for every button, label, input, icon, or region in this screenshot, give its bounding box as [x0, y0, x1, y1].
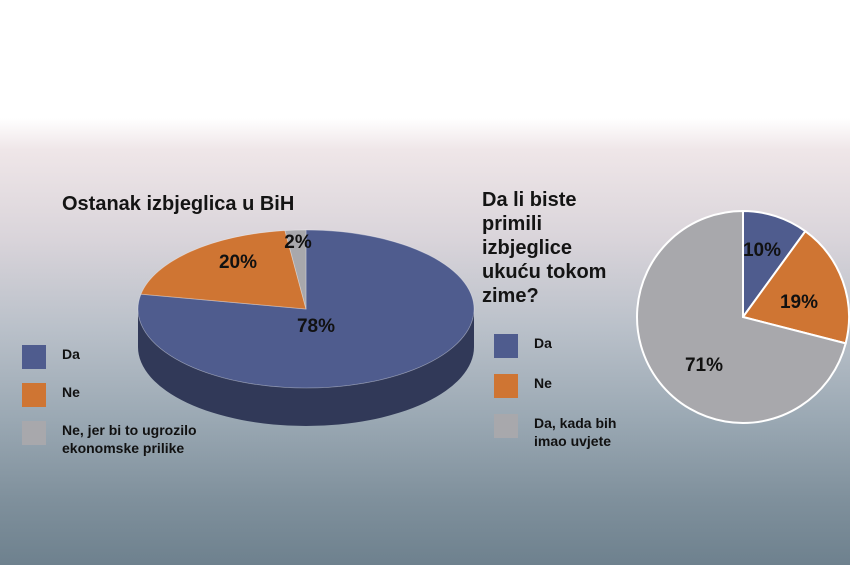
- pie-label: 78%: [297, 316, 335, 337]
- pie-label: 2%: [284, 232, 312, 253]
- pie-slice: [741, 229, 850, 345]
- pie-label: 19%: [780, 292, 818, 313]
- pie-slice: [284, 229, 307, 310]
- chart2-title: Da li biste primili izbjeglice ukuću tok…: [482, 189, 607, 307]
- pie-slice: [137, 229, 475, 389]
- legend-swatch: [494, 414, 518, 438]
- legend-label: Da, kada bih imao uvjete: [534, 415, 617, 449]
- legend-item: Da: [22, 345, 222, 369]
- legend-swatch: [494, 374, 518, 398]
- pie-slice: [140, 230, 307, 310]
- legend-item: Ne, jer bi to ugrozilo ekonomske prilike: [22, 421, 212, 457]
- legend-label: Da: [534, 335, 552, 351]
- chart1-title: Ostanak izbjeglica u BiH: [62, 193, 295, 215]
- pie-side: [138, 309, 474, 426]
- legend-label: Ne: [62, 384, 80, 400]
- legend-item: Ne: [494, 374, 694, 398]
- pie-label: 10%: [743, 240, 781, 261]
- legend-item: Ne: [22, 383, 222, 407]
- pie-slice: [636, 209, 847, 424]
- legend-swatch: [494, 334, 518, 358]
- pie-label: 71%: [685, 355, 723, 376]
- legend-item: Da: [494, 334, 694, 358]
- legend-label: Ne, jer bi to ugrozilo ekonomske prilike: [62, 422, 197, 456]
- legend-label: Da: [62, 346, 80, 362]
- legend-swatch: [22, 345, 46, 369]
- legend-label: Ne: [534, 375, 552, 391]
- legend-swatch: [22, 383, 46, 407]
- pie-label: 20%: [219, 252, 257, 273]
- legend-item: Da, kada bih imao uvjete: [494, 414, 644, 450]
- legend-swatch: [22, 421, 46, 445]
